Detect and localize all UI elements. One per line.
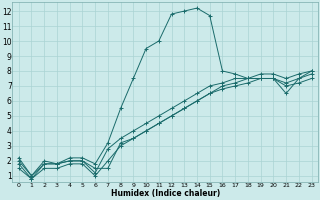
X-axis label: Humidex (Indice chaleur): Humidex (Indice chaleur): [110, 189, 220, 198]
